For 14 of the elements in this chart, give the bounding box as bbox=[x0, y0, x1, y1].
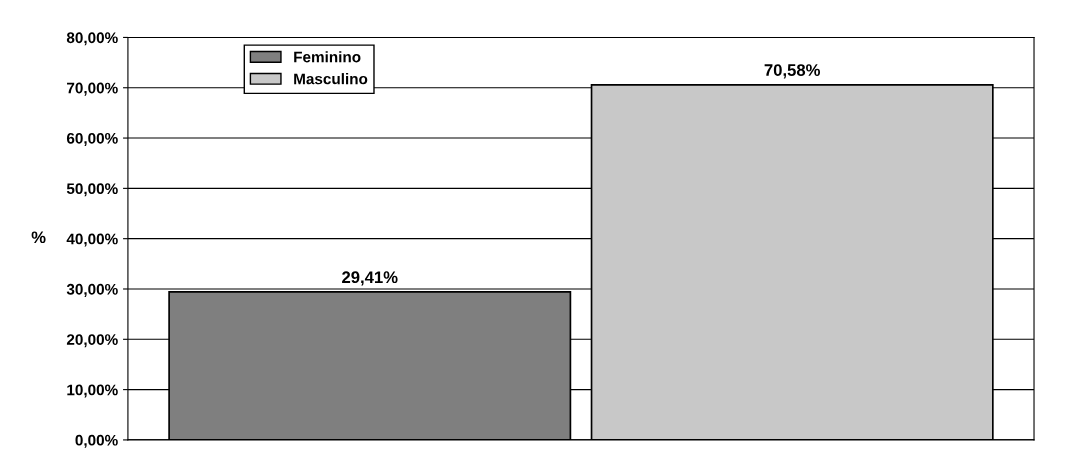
y-tick-label: 40,00% bbox=[66, 233, 118, 247]
y-tick-label: 50,00% bbox=[66, 183, 118, 197]
y-tick-label: 20,00% bbox=[66, 334, 118, 348]
y-axis-title: % bbox=[31, 231, 46, 244]
y-tick-label: 70,00% bbox=[67, 82, 118, 96]
y-tick-label: 0,00% bbox=[75, 434, 118, 448]
legend-label: Feminino bbox=[294, 51, 361, 63]
y-tick-label: 30,00% bbox=[66, 283, 118, 297]
legend-label: Masculino bbox=[294, 73, 368, 85]
y-tick-label: 60,00% bbox=[66, 132, 118, 146]
data-label: 29,41% bbox=[342, 271, 398, 286]
data-label: 70,58% bbox=[764, 64, 821, 79]
y-tick-label: 80,00% bbox=[66, 32, 118, 46]
y-tick-label: 10,00% bbox=[67, 384, 118, 398]
